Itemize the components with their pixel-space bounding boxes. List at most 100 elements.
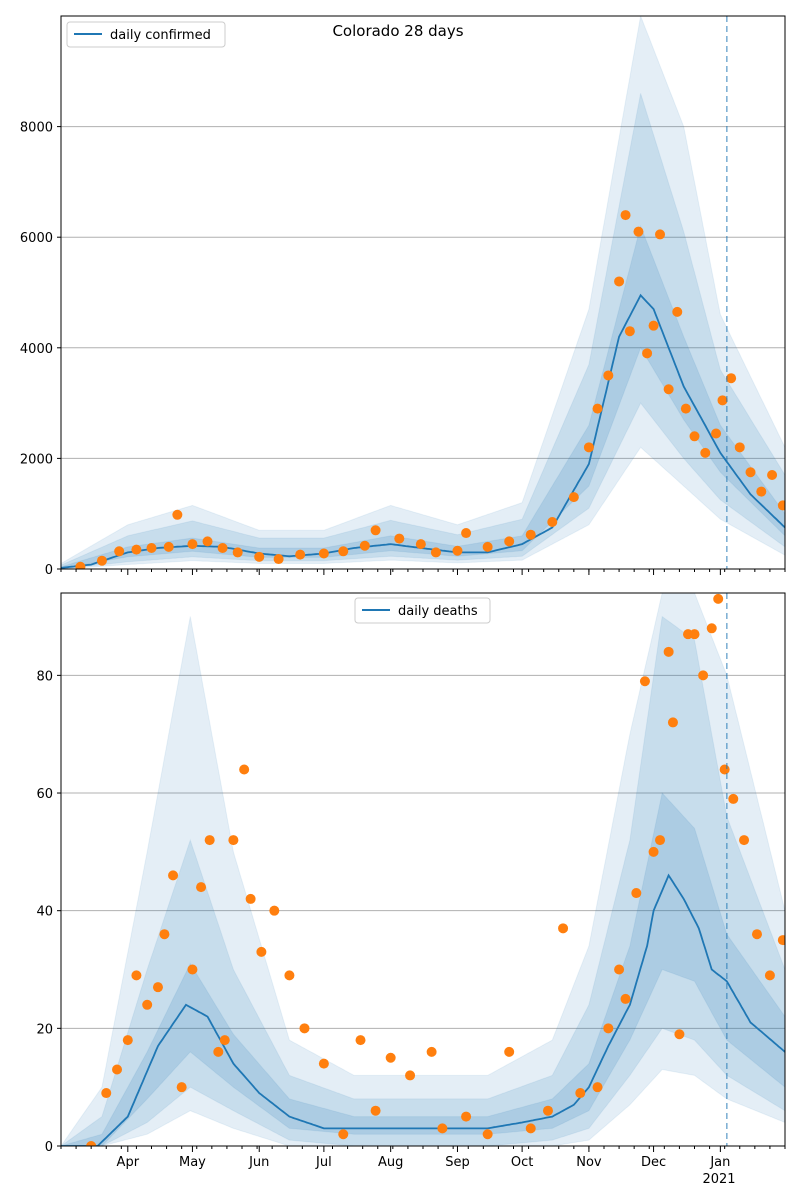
- data-point: [232, 547, 243, 558]
- data-point: [415, 539, 426, 550]
- data-point: [648, 320, 659, 331]
- data-point: [777, 500, 785, 511]
- x-tick-label: Aug: [378, 1155, 403, 1170]
- chart-title: Colorado 28 days: [332, 22, 463, 40]
- data-point: [745, 467, 756, 478]
- data-point: [717, 395, 728, 406]
- data-point: [204, 835, 215, 846]
- data-point: [689, 629, 700, 640]
- data-point: [655, 229, 666, 240]
- data-point: [620, 210, 631, 221]
- x-tick-label: Jul: [315, 1155, 332, 1170]
- data-point: [176, 1082, 187, 1093]
- x-tick-label: Apr: [117, 1155, 140, 1170]
- uncertainty-band-90: [61, 615, 785, 1146]
- legend-label-daily-deaths: daily deaths: [398, 604, 478, 619]
- data-point: [114, 546, 125, 557]
- bottom-plot-area: [61, 593, 785, 1146]
- data-point: [542, 1105, 553, 1116]
- data-point: [219, 1035, 230, 1046]
- daily-deaths-line: [61, 873, 785, 1146]
- data-point: [256, 946, 267, 957]
- data-point: [603, 1023, 614, 1034]
- data-point: [558, 923, 569, 934]
- data-point: [295, 549, 306, 560]
- data-point: [711, 428, 722, 439]
- bottom-y-ticks: 0 20 40 60 80: [36, 669, 61, 1155]
- data-point: [663, 646, 674, 657]
- y-tick-label: 40: [36, 905, 53, 920]
- data-point: [680, 403, 691, 414]
- data-point: [482, 541, 493, 552]
- data-point: [131, 970, 142, 981]
- data-point: [394, 533, 405, 544]
- data-point: [525, 1123, 536, 1134]
- bottom-panel: 0 20 40 60 80 Apr May Jun Jul Aug Sep Oct Nov Dec Jan…: [36, 592, 786, 1187]
- data-point: [756, 486, 767, 497]
- data-point: [122, 1035, 133, 1046]
- data-point: [196, 882, 207, 893]
- data-point: [642, 348, 653, 359]
- data-point: [359, 540, 370, 551]
- data-point: [385, 1052, 396, 1063]
- data-point: [452, 545, 463, 556]
- data-point: [152, 982, 163, 993]
- y-tick-label: 2000: [20, 452, 53, 467]
- bottom-legend[interactable]: daily deaths: [354, 597, 491, 624]
- x-tick-label: Oct: [511, 1155, 533, 1170]
- data-point: [614, 276, 625, 287]
- data-point: [168, 870, 179, 881]
- top-x-ticks: [60, 569, 786, 575]
- data-point: [728, 793, 739, 804]
- data-point: [96, 555, 107, 566]
- data-point: [525, 529, 536, 540]
- data-point: [689, 431, 700, 442]
- uncertainty-band-50: [61, 791, 785, 1146]
- x-tick-label: Sep: [445, 1155, 470, 1170]
- uncertainty-band-98: [61, 593, 785, 1146]
- data-point: [284, 970, 295, 981]
- y-tick-label: 80: [36, 669, 53, 684]
- data-point: [75, 561, 86, 569]
- data-point: [698, 670, 709, 681]
- data-point: [159, 929, 170, 940]
- uncertainty-band-90: [61, 93, 785, 569]
- data-point: [734, 442, 745, 453]
- data-point: [706, 623, 717, 634]
- top-legend-box: [66, 21, 226, 48]
- data-point: [603, 370, 614, 381]
- top-scatter: [75, 210, 785, 569]
- data-point: [172, 509, 183, 520]
- data-point: [672, 306, 683, 317]
- data-point: [639, 676, 650, 687]
- data-point: [624, 326, 635, 337]
- data-point: [101, 1088, 112, 1099]
- data-point: [663, 384, 674, 395]
- data-point: [187, 539, 198, 550]
- x-year-label: 2021: [702, 1172, 735, 1187]
- data-point: [713, 593, 724, 604]
- data-point: [575, 1088, 586, 1099]
- top-legend[interactable]: daily confirmed: [66, 21, 226, 48]
- uncertainty-band-98: [61, 16, 785, 569]
- data-point: [583, 442, 594, 453]
- data-point: [86, 1141, 97, 1146]
- data-point: [726, 373, 737, 384]
- data-point: [370, 1105, 381, 1116]
- data-point: [614, 964, 625, 975]
- data-point: [142, 999, 153, 1010]
- data-point: [112, 1064, 123, 1075]
- x-tick-label: Jan: [709, 1155, 730, 1170]
- data-point: [764, 970, 775, 981]
- data-point: [370, 525, 381, 536]
- y-tick-label: 0: [45, 1140, 53, 1155]
- data-point: [461, 528, 472, 539]
- data-point: [217, 542, 228, 553]
- data-point: [338, 546, 349, 557]
- data-point: [667, 717, 678, 728]
- top-y-ticks: 0 2000 4000 6000 8000: [20, 121, 61, 578]
- y-tick-label: 8000: [20, 121, 53, 136]
- data-point: [739, 835, 750, 846]
- data-point: [620, 993, 631, 1004]
